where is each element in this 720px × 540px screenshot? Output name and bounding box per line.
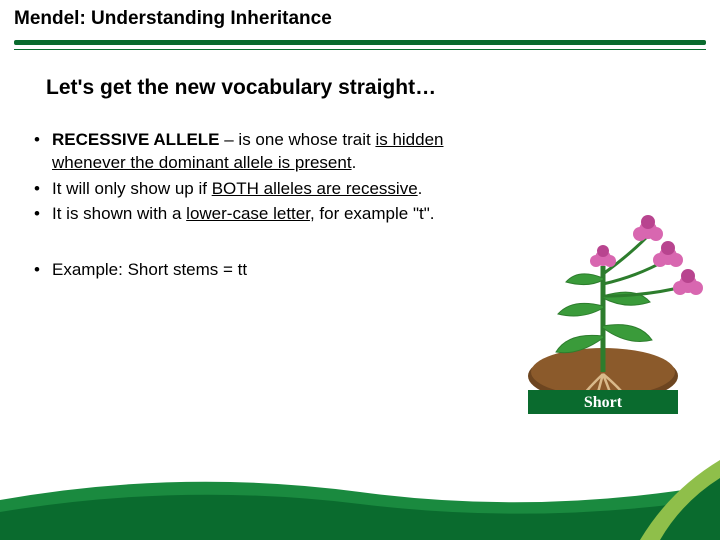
- bullet-item: RECESSIVE ALLELE – is one whose trait is…: [30, 128, 450, 175]
- bullet-list: RECESSIVE ALLELE – is one whose trait is…: [30, 128, 450, 283]
- slide-title: Mendel: Understanding Inheritance: [14, 8, 706, 30]
- corner-accent: [600, 460, 720, 540]
- plant-label: Short: [584, 394, 623, 411]
- bullet-item: It is shown with a lower-case letter, fo…: [30, 202, 450, 225]
- slide-subtitle: Let's get the new vocabulary straight…: [46, 76, 720, 100]
- header-rule: [14, 40, 706, 50]
- plant-illustration: Short: [498, 156, 708, 416]
- bullet-item: It will only show up if BOTH alleles are…: [30, 177, 450, 200]
- term-label: RECESSIVE ALLELE: [52, 130, 220, 149]
- slide-header: Mendel: Understanding Inheritance: [0, 0, 720, 36]
- bullet-item: Example: Short stems = tt: [30, 258, 450, 281]
